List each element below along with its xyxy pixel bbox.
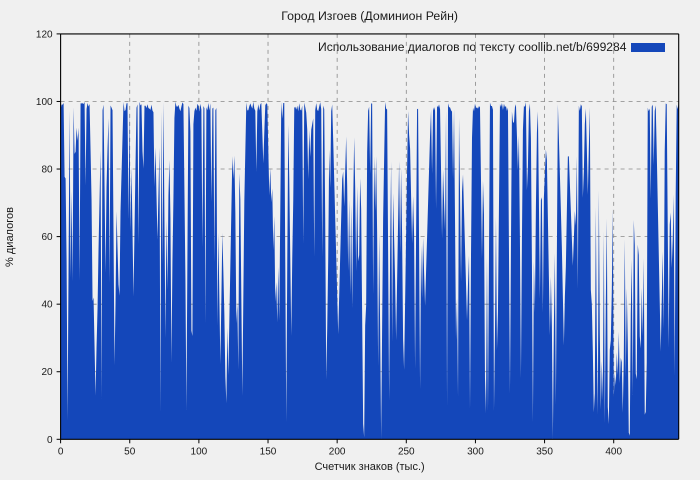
- svg-text:20: 20: [41, 367, 53, 378]
- svg-text:120: 120: [36, 29, 53, 40]
- svg-text:250: 250: [398, 446, 415, 457]
- svg-text:80: 80: [41, 165, 53, 176]
- svg-text:0: 0: [58, 446, 64, 457]
- svg-text:300: 300: [467, 446, 484, 457]
- svg-text:350: 350: [536, 446, 553, 457]
- svg-text:400: 400: [605, 446, 622, 457]
- svg-text:50: 50: [124, 446, 136, 457]
- svg-text:Использование диалогов по текс: Использование диалогов по тексту coollib…: [318, 40, 627, 54]
- svg-text:100: 100: [191, 446, 208, 457]
- svg-text:100: 100: [36, 97, 53, 108]
- svg-text:60: 60: [41, 232, 53, 243]
- svg-text:150: 150: [260, 446, 277, 457]
- svg-text:0: 0: [47, 435, 53, 446]
- svg-text:40: 40: [41, 300, 53, 311]
- svg-text:200: 200: [329, 446, 346, 457]
